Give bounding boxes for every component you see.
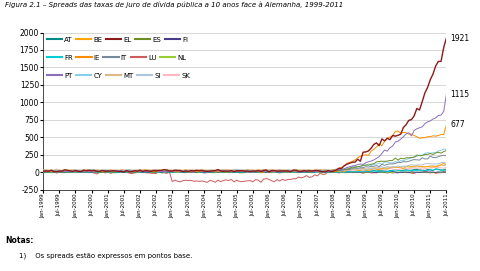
Text: 1115: 1115 xyxy=(450,90,469,99)
Legend: PT, CY, MT, SI, SK: PT, CY, MT, SI, SK xyxy=(47,73,190,79)
Text: 1921: 1921 xyxy=(450,34,469,43)
Text: Notas:: Notas: xyxy=(5,236,33,245)
Text: Figura 2.1 – Spreads das taxas de juro de dívida pública a 10 anos face à Aleman: Figura 2.1 – Spreads das taxas de juro d… xyxy=(5,1,343,8)
Text: 1)    Os spreads estão expressos em pontos base.: 1) Os spreads estão expressos em pontos … xyxy=(19,252,192,259)
Text: 677: 677 xyxy=(450,120,465,130)
